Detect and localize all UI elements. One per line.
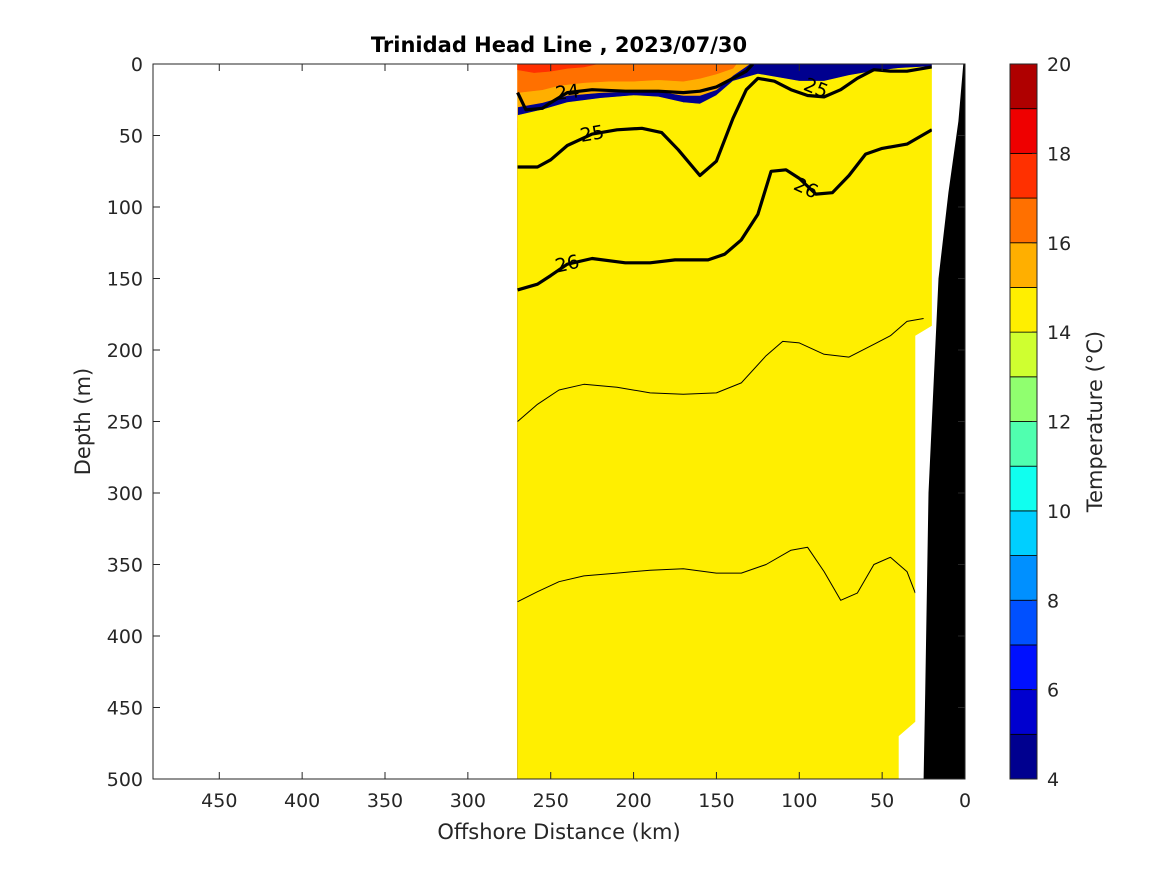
- colorbar-tick-label-14: 14: [1047, 322, 1071, 344]
- y-tick-label-500: 500: [107, 769, 143, 791]
- density-contour-26: [517, 128, 933, 292]
- density-contour-thin-3: [517, 318, 924, 422]
- x-tick-label-100: 100: [781, 790, 817, 812]
- colorbar-swatch-14: [1009, 287, 1038, 333]
- x-tick-label-200: 200: [615, 790, 651, 812]
- seafloor-land: [923, 64, 965, 779]
- density-contour-25: [517, 65, 933, 178]
- colorbar-swatch-18: [1009, 108, 1038, 154]
- x-tick-label-350: 350: [367, 790, 403, 812]
- bathymetry-land: [898, 64, 965, 779]
- density-contour-thin-4: [517, 546, 916, 603]
- y-tick-label-0: 0: [131, 54, 143, 76]
- colorbar-label: Temperature (°C): [1083, 331, 1107, 513]
- temperature-fields: [517, 64, 933, 779]
- y-tick-label-400: 400: [107, 626, 143, 648]
- field-level-15: [517, 64, 751, 779]
- y-tick-label-300: 300: [107, 483, 143, 505]
- contour-label-24: 24: [554, 80, 581, 105]
- x-tick-label-50: 50: [870, 790, 894, 812]
- colorbar-tick-label-8: 8: [1047, 590, 1059, 612]
- field-level-14: [517, 66, 933, 779]
- colorbar-swatch-16: [1009, 197, 1038, 244]
- y-axis-ticks: 0 50 100 150 200 250 300 350 400 450 500: [107, 54, 965, 791]
- x-tick-label-450: 450: [201, 790, 237, 812]
- colorbar-swatch-11: [1009, 421, 1038, 467]
- colorbar-tick-label-12: 12: [1047, 412, 1071, 434]
- x-tick-label-150: 150: [698, 790, 734, 812]
- colorbar-swatch-19: [1009, 63, 1038, 110]
- colorbar-swatch-13: [1009, 331, 1038, 378]
- colorbar-swatch-7: [1009, 599, 1038, 646]
- colorbar-swatch-8: [1009, 555, 1038, 601]
- colorbar-swatch-17: [1009, 152, 1038, 199]
- x-tick-label-400: 400: [284, 790, 320, 812]
- y-tick-label-50: 50: [119, 126, 143, 148]
- y-tick-label-200: 200: [107, 340, 143, 362]
- x-tick-label-0: 0: [959, 790, 971, 812]
- field-level-16: [517, 64, 737, 93]
- y-tick-label-350: 350: [107, 555, 143, 577]
- colorbar-tick-label-4: 4: [1047, 769, 1059, 791]
- colorbar-tick-label-18: 18: [1047, 143, 1071, 165]
- colorbar-swatch-15: [1009, 242, 1038, 288]
- density-contour-24: [516, 64, 755, 112]
- x-axis-label: Offshore Distance (km): [437, 820, 680, 844]
- y-tick-label-250: 250: [107, 412, 143, 434]
- colorbar-swatch-10: [1009, 465, 1038, 512]
- chart-title: Trinidad Head Line , 2023/07/30: [371, 33, 747, 57]
- y-axis-label: Depth (m): [71, 368, 95, 475]
- y-tick-label-450: 450: [107, 698, 143, 720]
- colorbar-tick-label-10: 10: [1047, 501, 1071, 523]
- colorbar-tick-label-16: 16: [1047, 233, 1071, 255]
- colorbar-swatch-4: [1009, 733, 1038, 780]
- colorbar-swatch-6: [1009, 644, 1038, 691]
- colorbar-swatch-12: [1009, 376, 1038, 422]
- colorbar-swatch-9: [1009, 510, 1038, 556]
- x-tick-label-300: 300: [450, 790, 486, 812]
- x-axis-ticks: 450 400 350 300 250 200 150 100 50 0: [201, 64, 971, 812]
- colorbar-swatch-5: [1009, 689, 1038, 735]
- y-tick-label-150: 150: [107, 269, 143, 291]
- colorbar: 4 6 8 10 12 14 16 18 20: [1009, 54, 1071, 791]
- colorbar-tick-label-20: 20: [1047, 54, 1071, 76]
- x-tick-label-250: 250: [533, 790, 569, 812]
- colorbar-tick-label-6: 6: [1047, 680, 1059, 702]
- contour-label-26: 26: [553, 251, 582, 278]
- y-tick-label-100: 100: [107, 197, 143, 219]
- contour-label-25: 25: [578, 121, 606, 147]
